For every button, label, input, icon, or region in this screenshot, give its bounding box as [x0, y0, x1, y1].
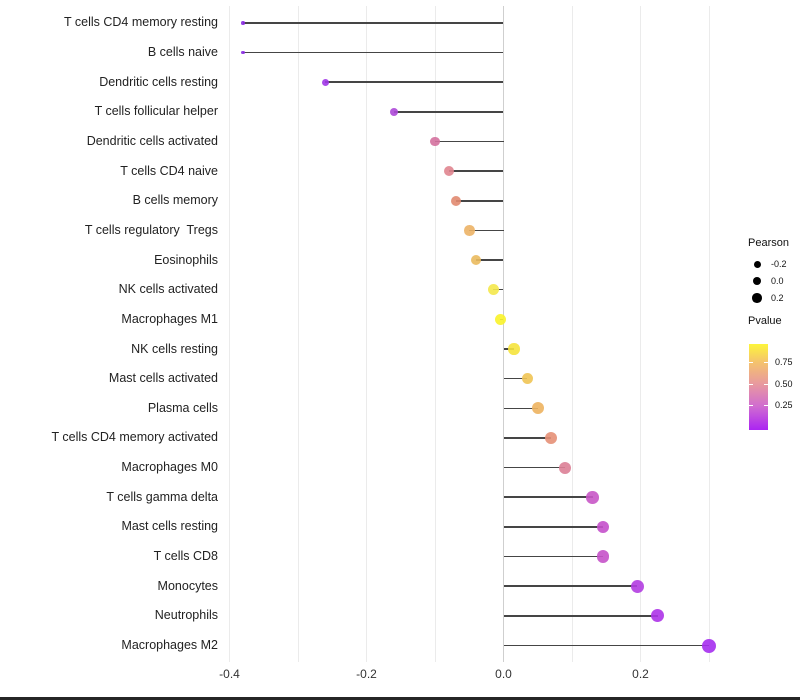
lollipop-stick	[503, 496, 593, 499]
grid-line	[297, 6, 299, 662]
pvalue-legend-title: Pvalue	[748, 315, 782, 327]
x-tick-label: 0.0	[495, 667, 512, 681]
pearson-legend-dot	[752, 293, 762, 303]
y-tick-label: Neutrophils	[154, 608, 218, 623]
lollipop-dot	[559, 461, 572, 474]
y-tick-label: NK cells resting	[131, 341, 218, 356]
lollipop-dot	[389, 107, 398, 116]
pvalue-colorbar	[749, 344, 768, 430]
lollipop-stick	[503, 437, 552, 439]
lollipop-stick	[503, 377, 528, 380]
y-tick-label: T cells CD4 memory activated	[51, 430, 219, 445]
pearson-legend-dot	[753, 260, 761, 268]
lollipop-stick	[455, 199, 504, 202]
lollipop-dot	[241, 21, 245, 25]
lollipop-stick	[469, 229, 504, 232]
pvalue-tick-label: 0.50	[775, 378, 793, 389]
lollipop-stick	[503, 466, 566, 469]
lollipop-stick	[503, 526, 603, 528]
lollipop-dot	[545, 431, 558, 444]
pvalue-colorbar-tick	[749, 405, 753, 406]
lollipop-dot	[531, 402, 544, 415]
y-tick-label: Eosinophils	[154, 252, 218, 267]
y-tick-label: Dendritic cells resting	[99, 74, 218, 89]
lollipop-dot	[596, 520, 610, 534]
y-tick-label: Macrophages M1	[121, 311, 218, 326]
pvalue-colorbar-tick	[749, 384, 753, 385]
y-tick-label: T cells gamma delta	[106, 489, 218, 504]
lollipop-stick	[435, 140, 504, 143]
lollipop-stick	[243, 22, 504, 24]
lollipop-dot	[321, 78, 329, 86]
x-tick-label: -0.4	[219, 667, 240, 681]
grid-line	[366, 6, 367, 662]
lollipop-dot	[596, 550, 610, 563]
pearson-legend-label: 0.0	[771, 275, 784, 286]
lollipop-dot	[450, 195, 461, 206]
grid-line	[229, 6, 230, 662]
pvalue-colorbar-tick	[749, 362, 753, 363]
lollipop-dot	[464, 225, 475, 236]
y-tick-label: Mast cells activated	[108, 371, 218, 386]
lollipop-stick	[503, 407, 538, 410]
lollipop-stick	[325, 81, 504, 83]
window-bottom-edge	[0, 697, 800, 700]
zero-reference-line	[503, 6, 504, 662]
pearson-legend-label: 0.2	[771, 292, 784, 303]
y-tick-label: T cells follicular helper	[94, 104, 218, 119]
grid-line	[708, 6, 710, 662]
lollipop-dot	[494, 313, 506, 325]
lollipop-dot	[521, 372, 534, 385]
x-tick-label: 0.2	[632, 667, 649, 681]
lollipop-stick	[393, 110, 504, 113]
y-tick-label: B cells naive	[147, 44, 218, 59]
lollipop-stick	[503, 644, 709, 647]
x-tick-label: -0.2	[356, 667, 377, 681]
lollipop-dot	[487, 284, 499, 296]
pearson-legend-title: Pearson	[748, 237, 789, 249]
lollipop-dot	[430, 136, 440, 147]
lollipop-stick	[243, 51, 504, 54]
lollipop-stick	[476, 259, 504, 261]
lollipop-dot	[630, 579, 644, 593]
lollipop-stick	[503, 555, 603, 558]
lollipop-stick	[503, 585, 638, 588]
grid-line	[434, 6, 436, 662]
lollipop-dot	[470, 254, 482, 266]
lollipop-dot	[702, 638, 716, 653]
grid-line	[571, 6, 573, 662]
y-tick-label: NK cells activated	[118, 282, 218, 297]
lollipop-dot	[651, 609, 665, 623]
y-tick-label: T cells CD4 naive	[120, 163, 218, 178]
y-tick-label: Dendritic cells activated	[86, 133, 218, 148]
pvalue-tick-label: 0.25	[775, 399, 793, 410]
y-tick-label: B cells memory	[132, 193, 218, 208]
pvalue-colorbar-tick	[764, 405, 768, 406]
y-tick-label: Macrophages M2	[121, 638, 218, 653]
y-tick-label: T cells CD4 memory resting	[64, 15, 218, 30]
pearson-legend-label: -0.2	[771, 258, 787, 269]
lollipop-dot	[508, 343, 520, 355]
grid-line	[640, 6, 641, 662]
y-tick-label: Mast cells resting	[121, 519, 218, 534]
y-tick-label: T cells CD8	[153, 549, 218, 564]
lollipop-stick	[448, 170, 504, 172]
pvalue-tick-label: 0.75	[775, 356, 793, 367]
y-tick-label: Plasma cells	[147, 400, 218, 415]
lollipop-stick	[503, 615, 658, 617]
y-tick-label: Macrophages M0	[121, 460, 218, 475]
lollipop-dot	[241, 50, 245, 55]
pvalue-colorbar-tick	[764, 384, 768, 385]
lollipop-dot	[586, 491, 599, 504]
y-tick-label: T cells regulatory Tregs	[84, 222, 218, 237]
pearson-legend-dot	[753, 277, 761, 285]
y-tick-label: Monocytes	[157, 578, 218, 593]
lollipop-dot	[443, 166, 454, 177]
pvalue-colorbar-tick	[764, 362, 768, 363]
